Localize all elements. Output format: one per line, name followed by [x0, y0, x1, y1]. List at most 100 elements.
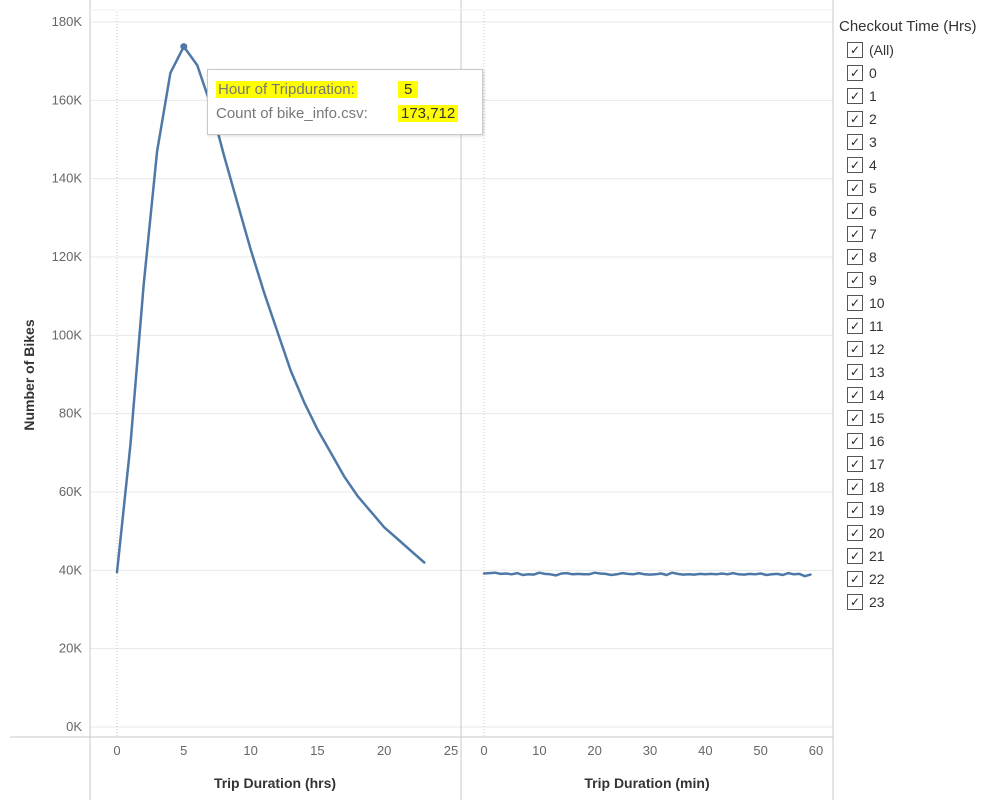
filter-item-label: 5	[869, 179, 877, 196]
filter-item-label: 20	[869, 524, 885, 541]
filter-item-0[interactable]: ✓ 0	[839, 61, 989, 84]
x-tick-label: 15	[310, 743, 324, 758]
filter-item-18[interactable]: ✓ 18	[839, 475, 989, 498]
checkbox-checked-icon[interactable]: ✓	[847, 317, 863, 334]
filter-item-label: 12	[869, 340, 885, 357]
filter-item-all[interactable]: ✓ (All)	[839, 38, 989, 61]
checkbox-checked-icon[interactable]: ✓	[847, 225, 863, 242]
x-tick-label: 60	[809, 743, 823, 758]
filter-item-label: 3	[869, 133, 877, 150]
filter-item-label: 10	[869, 294, 885, 311]
checkbox-checked-icon[interactable]: ✓	[847, 294, 863, 311]
highlighted-point	[180, 43, 188, 51]
filter-item-2[interactable]: ✓ 2	[839, 107, 989, 130]
x-tick-label: 30	[643, 743, 657, 758]
checkbox-checked-icon[interactable]: ✓	[847, 87, 863, 104]
checkbox-checked-icon[interactable]: ✓	[847, 386, 863, 403]
series-line	[482, 571, 812, 578]
y-tick-label: 140K	[52, 171, 83, 186]
filter-item-label: 11	[869, 317, 884, 334]
checkbox-checked-icon[interactable]: ✓	[847, 340, 863, 357]
filter-item-8[interactable]: ✓ 8	[839, 245, 989, 268]
checkbox-checked-icon[interactable]: ✓	[847, 501, 863, 518]
filter-item-21[interactable]: ✓ 21	[839, 544, 989, 567]
filter-items: ✓ (All) ✓ 0 ✓ 1 ✓ 2 ✓ 3 ✓ 4 ✓ 5 ✓ 6 ✓ 7 ✓ 8 ✓ 9 ✓ 10 ✓ 11 ✓ 12 ✓ 13 ✓ 1…	[839, 38, 989, 613]
checkbox-checked-icon[interactable]: ✓	[847, 271, 863, 288]
filter-item-10[interactable]: ✓ 10	[839, 291, 989, 314]
y-tick-label: 120K	[52, 249, 83, 264]
checkbox-checked-icon[interactable]: ✓	[847, 547, 863, 564]
filter-title: Checkout Time (Hrs)	[839, 18, 977, 35]
filter-item-3[interactable]: ✓ 3	[839, 130, 989, 153]
filter-item-label: 7	[869, 225, 877, 242]
y-tick-label: 160K	[52, 92, 83, 107]
checkbox-checked-icon[interactable]: ✓	[847, 432, 863, 449]
series-line	[115, 45, 426, 574]
filter-item-label: 16	[869, 432, 885, 449]
x-tick-label: 40	[698, 743, 712, 758]
x-tick-label: 20	[377, 743, 391, 758]
y-tick-label: 60K	[59, 484, 82, 499]
checkout-time-filter: Checkout Time (Hrs) ✓ (All) ✓ 0 ✓ 1 ✓ 2 ✓ 3 ✓ 4 ✓ 5 ✓ 6…	[839, 16, 989, 613]
y-tick-label: 0K	[66, 719, 82, 734]
filter-item-1[interactable]: ✓ 1	[839, 84, 989, 107]
filter-item-11[interactable]: ✓ 11	[839, 314, 989, 337]
filter-item-13[interactable]: ✓ 13	[839, 360, 989, 383]
filter-item-7[interactable]: ✓ 7	[839, 222, 989, 245]
checkbox-checked-icon[interactable]: ✓	[847, 524, 863, 541]
filter-item-9[interactable]: ✓ 9	[839, 268, 989, 291]
checkbox-checked-icon[interactable]: ✓	[847, 593, 863, 610]
checkbox-checked-icon[interactable]: ✓	[847, 478, 863, 495]
filter-item-4[interactable]: ✓ 4	[839, 153, 989, 176]
checkbox-checked-icon[interactable]: ✓	[847, 41, 863, 58]
checkbox-checked-icon[interactable]: ✓	[847, 179, 863, 196]
filter-item-label: 17	[869, 455, 885, 472]
tooltip-row-count: Count of bike_info.csv:	[216, 105, 368, 122]
tooltip-value-count: 173,712	[398, 105, 459, 122]
tooltip-label-hour: Hour of Tripduration:	[216, 81, 357, 98]
x-tick-label: 25	[444, 743, 458, 758]
filter-item-16[interactable]: ✓ 16	[839, 429, 989, 452]
checkbox-checked-icon[interactable]: ✓	[847, 570, 863, 587]
x-tick-label: 20	[587, 743, 601, 758]
checkbox-checked-icon[interactable]: ✓	[847, 409, 863, 426]
filter-item-label: 18	[869, 478, 885, 495]
checkbox-checked-icon[interactable]: ✓	[847, 363, 863, 380]
checkbox-checked-icon[interactable]: ✓	[847, 156, 863, 173]
y-tick-label: 20K	[59, 641, 82, 656]
checkbox-checked-icon[interactable]: ✓	[847, 248, 863, 265]
filter-item-17[interactable]: ✓ 17	[839, 452, 989, 475]
filter-item-label: 19	[869, 501, 885, 518]
filter-item-15[interactable]: ✓ 15	[839, 406, 989, 429]
filter-item-label: 15	[869, 409, 885, 426]
filter-item-19[interactable]: ✓ 19	[839, 498, 989, 521]
filter-item-label: 2	[869, 110, 877, 127]
x-tick-label: 50	[753, 743, 767, 758]
filter-item-label: (All)	[869, 41, 894, 58]
filter-item-6[interactable]: ✓ 6	[839, 199, 989, 222]
x-tick-label: 10	[243, 743, 257, 758]
checkbox-checked-icon[interactable]: ✓	[847, 455, 863, 472]
filter-item-14[interactable]: ✓ 14	[839, 383, 989, 406]
filter-item-22[interactable]: ✓ 22	[839, 567, 989, 590]
x-tick-label: 0	[480, 743, 487, 758]
tooltip-row-hour: Hour of Tripduration:	[216, 81, 357, 98]
filter-item-20[interactable]: ✓ 20	[839, 521, 989, 544]
filter-item-5[interactable]: ✓ 5	[839, 176, 989, 199]
filter-item-label: 13	[869, 363, 885, 380]
y-axis-title: Number of Bikes	[21, 319, 37, 430]
filter-item-12[interactable]: ✓ 12	[839, 337, 989, 360]
filter-item-label: 9	[869, 271, 877, 288]
filter-item-label: 4	[869, 156, 877, 173]
filter-item-23[interactable]: ✓ 23	[839, 590, 989, 613]
filter-item-label: 21	[869, 547, 885, 564]
y-tick-label: 180K	[52, 14, 83, 29]
filter-item-label: 8	[869, 248, 877, 265]
checkbox-checked-icon[interactable]: ✓	[847, 64, 863, 81]
checkbox-checked-icon[interactable]: ✓	[847, 202, 863, 219]
tooltip-label-count: Count of bike_info.csv:	[216, 105, 368, 122]
checkbox-checked-icon[interactable]: ✓	[847, 133, 863, 150]
checkbox-checked-icon[interactable]: ✓	[847, 110, 863, 127]
